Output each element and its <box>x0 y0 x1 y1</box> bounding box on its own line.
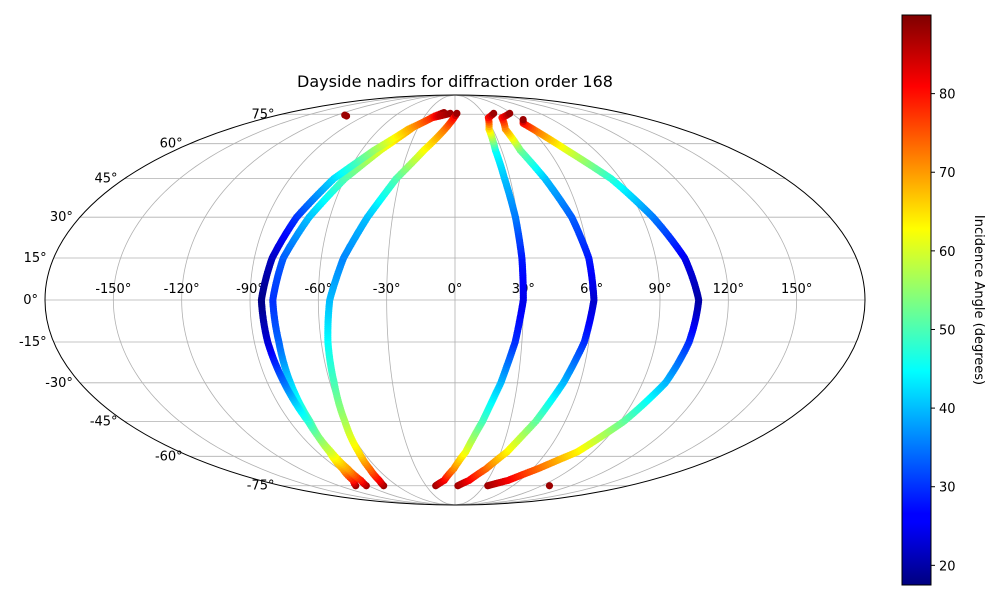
scatter-series <box>324 109 461 490</box>
longitude-gridline <box>454 95 661 505</box>
longitude-gridline <box>317 95 456 505</box>
lon-tick-label: -120° <box>164 282 200 297</box>
scatter-point <box>519 115 527 124</box>
lat-tick-label: 60° <box>160 137 183 152</box>
scatter-points <box>257 108 703 490</box>
chart-title: Dayside nadirs for diffraction order 168 <box>297 72 613 91</box>
lon-tick-label: 120° <box>713 282 744 297</box>
scatter-series <box>432 109 527 490</box>
latitude-tick-labels: 75° 60° 45° 30° 15° 0° -15° -30° -45° -60° -75° <box>19 107 275 493</box>
map-grid <box>45 95 865 505</box>
lon-tick-label: -90° <box>236 282 264 297</box>
scatter-point <box>341 111 349 119</box>
lat-tick-label: -30° <box>45 376 73 391</box>
longitude-gridline <box>454 95 798 505</box>
lat-tick-label: -15° <box>19 335 47 350</box>
lat-tick-label: 75° <box>251 107 274 122</box>
lon-tick-label: -150° <box>95 282 131 297</box>
colorbar-tick-label: 80 <box>939 88 956 103</box>
scatter-point <box>453 109 461 117</box>
lat-tick-label: 30° <box>50 210 73 225</box>
lon-tick-label: -30° <box>373 282 401 297</box>
scatter-series <box>257 109 454 490</box>
lon-tick-label: 0° <box>448 282 463 297</box>
longitude-gridline <box>112 95 456 505</box>
lat-tick-label: -75° <box>247 479 275 494</box>
longitude-gridline <box>181 95 456 505</box>
lat-tick-label: 45° <box>95 172 118 187</box>
colorbar-tick-label: 60 <box>939 245 956 260</box>
scatter-point <box>506 109 514 117</box>
lat-tick-label: -45° <box>90 414 118 429</box>
scatter-series <box>454 109 598 490</box>
lon-tick-label: -60° <box>304 282 332 297</box>
colorbar <box>901 14 932 586</box>
colorbar-tick-label: 30 <box>939 481 956 496</box>
colorbar-tick-label: 20 <box>939 559 956 574</box>
scatter-series <box>484 115 703 490</box>
scatter-point <box>545 482 554 490</box>
lat-tick-label: 15° <box>24 251 47 266</box>
map-boundary <box>44 94 866 506</box>
lon-tick-label: 90° <box>648 282 671 297</box>
longitude-tick-labels: -150°-120°-90°-60°-30°0°30°60°90°120°150… <box>95 282 812 297</box>
colorbar-ticks: 20 30 40 50 60 70 80 <box>931 88 956 574</box>
lon-tick-label: 150° <box>781 282 812 297</box>
scatter-point <box>490 109 498 117</box>
colorbar-label: Incidence Angle (degrees) <box>971 215 986 385</box>
colorbar-tick-label: 50 <box>939 323 956 338</box>
scatter-series <box>545 482 554 490</box>
lat-tick-label: 0° <box>23 293 38 308</box>
scatter-series <box>269 108 448 490</box>
lat-tick-label: -60° <box>155 449 183 464</box>
colorbar-tick-label: 70 <box>939 166 956 181</box>
longitude-gridline <box>454 95 729 505</box>
longitude-gridline <box>249 95 456 505</box>
colorbar-tick-label: 40 <box>939 402 956 417</box>
scatter-series <box>341 111 351 120</box>
longitude-gridline <box>386 95 456 505</box>
